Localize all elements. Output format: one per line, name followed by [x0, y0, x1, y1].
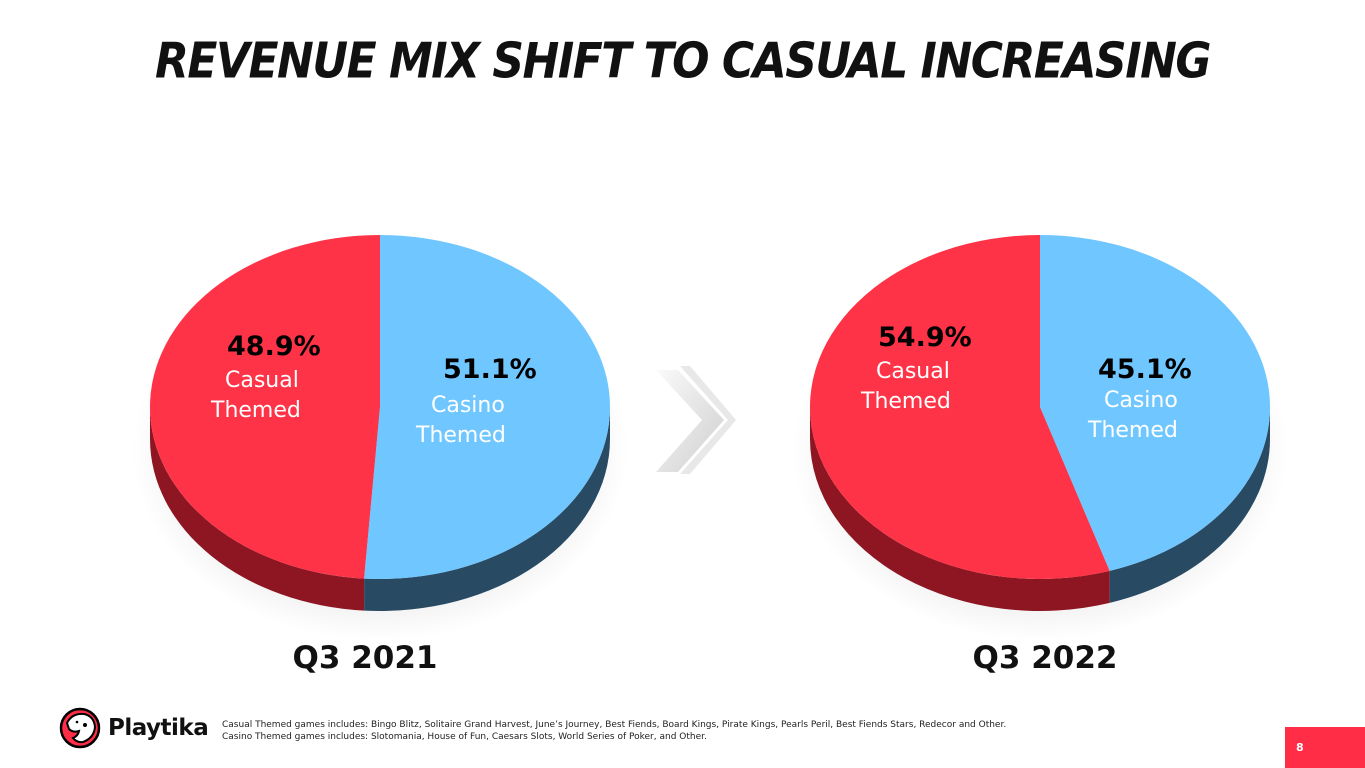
- pie-side-casual: [150, 407, 365, 611]
- pie-slice-casino: [1040, 235, 1271, 571]
- footnote-casual: Casual Themed games includes: Bingo Blit…: [222, 720, 1007, 730]
- pie-slice-casual: [810, 235, 1110, 580]
- pie-side-casino: [364, 407, 610, 611]
- pie-side-casual: [810, 407, 1110, 611]
- pie-chart-q3-2021: 48.9% Casual Themed 51.1% Casino Themed: [132, 235, 628, 641]
- period-label-q3-2022: Q3 2022: [972, 640, 1118, 676]
- slice-value-label: 48.9%: [227, 331, 321, 362]
- slice-value-label: 54.9%: [878, 322, 972, 353]
- period-label-q3-2021: Q3 2021: [292, 640, 438, 676]
- slice-value-label: 45.1%: [1098, 354, 1192, 385]
- slice-category-label: Themed: [415, 423, 506, 448]
- logo-wordmark: Playtika: [108, 715, 209, 741]
- playtika-logo: Playtika: [58, 707, 209, 749]
- slice-category-label: Themed: [860, 389, 951, 414]
- page-title: REVENUE MIX SHIFT TO CASUAL INCREASING: [154, 32, 1212, 91]
- page-number-badge: 8: [1285, 727, 1365, 768]
- slice-category-label: Casino: [431, 393, 505, 418]
- slice-category-label: Themed: [210, 398, 301, 423]
- pie-side-casino: [1109, 407, 1270, 603]
- pie-slice-casual: [149, 235, 380, 579]
- slice-category-label: Casual: [225, 368, 299, 393]
- cheetah-logo-icon: [59, 707, 101, 749]
- slice-category-label: Casino: [1104, 388, 1178, 413]
- page-number: 8: [1296, 741, 1304, 754]
- pie-slice-casino: [364, 235, 610, 579]
- slice-category-label: Casual: [876, 359, 950, 384]
- pie-chart-q3-2022: 54.9% Casual Themed 45.1% Casino Themed: [792, 235, 1288, 641]
- double-chevron-right-icon: [656, 366, 736, 474]
- footnote-casino: Casino Themed games includes: Slotomania…: [222, 732, 707, 742]
- footnotes: Casual Themed games includes: Bingo Blit…: [222, 719, 1006, 743]
- slice-category-label: Themed: [1087, 418, 1178, 443]
- slice-value-label: 51.1%: [443, 354, 537, 385]
